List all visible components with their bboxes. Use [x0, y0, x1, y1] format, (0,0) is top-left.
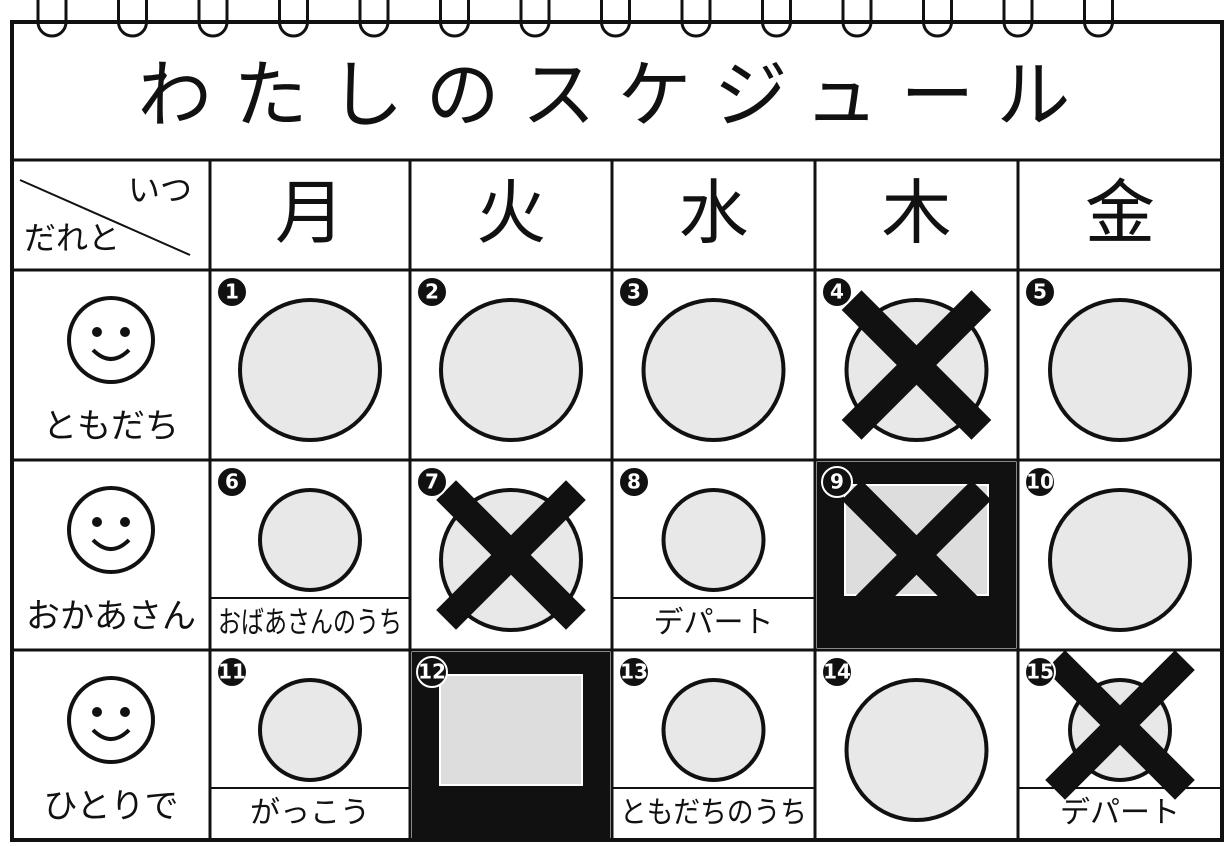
- picture-circle: [1048, 298, 1192, 442]
- ring: [1002, 0, 1034, 38]
- cross-mark: [841, 480, 992, 630]
- corner-when: いつ: [128, 171, 192, 209]
- day-label: 水: [679, 172, 749, 254]
- picture-circle: [641, 298, 786, 442]
- picture-circle: [661, 678, 766, 782]
- row-who: おかあさん: [26, 597, 196, 637]
- number-badge: [216, 656, 248, 688]
- number-badge: [1024, 466, 1056, 498]
- ring: [922, 0, 953, 38]
- cell-number: 3: [627, 280, 641, 304]
- person-eye: [92, 517, 102, 527]
- number-badge: [618, 466, 650, 498]
- ring: [1083, 0, 1114, 38]
- cell-number: 12: [418, 660, 446, 684]
- picture-circle: [661, 488, 766, 592]
- person-icon: [67, 296, 155, 384]
- picture-circle: [439, 298, 583, 442]
- picture-circle: [844, 678, 989, 822]
- person-eye: [92, 327, 102, 337]
- number-badge: [416, 276, 448, 308]
- picture-circle: [258, 678, 362, 782]
- cell-caption: おばあさんのうち: [218, 606, 402, 641]
- cross-mark: [436, 480, 586, 630]
- picture-circle: [1048, 488, 1192, 632]
- cell-number: 1: [225, 280, 239, 304]
- row-who: ともだち: [43, 407, 179, 447]
- day-label: 金: [1085, 172, 1155, 254]
- person-eye: [120, 707, 130, 717]
- ring: [278, 0, 309, 38]
- ring: [36, 0, 68, 38]
- ring: [841, 0, 873, 38]
- person-eye: [120, 327, 130, 337]
- number-badge: [1024, 276, 1056, 308]
- stage: [439, 674, 583, 786]
- cell-number: 14: [823, 660, 851, 684]
- cell-number: 6: [225, 470, 239, 494]
- cell-number: 15: [1026, 660, 1054, 684]
- number-badge: [618, 656, 650, 688]
- day-label: 火: [476, 172, 546, 254]
- ring: [519, 0, 551, 38]
- number-badge: [821, 466, 853, 498]
- row-who: ひとりで: [44, 787, 179, 827]
- cross-mark: [841, 290, 992, 440]
- picture-circle: [258, 488, 362, 592]
- cell-number: 2: [425, 280, 439, 304]
- cell-caption: デパート: [654, 606, 774, 641]
- ring: [358, 0, 390, 38]
- cross-mark: [1045, 650, 1195, 800]
- number-badge: [618, 276, 650, 308]
- ring: [680, 0, 712, 38]
- person-icon: [67, 486, 155, 574]
- number-badge: [1024, 656, 1056, 688]
- person-smile: [91, 538, 131, 551]
- person-icon: [67, 676, 155, 764]
- ring: [117, 0, 148, 38]
- ring: [761, 0, 792, 38]
- person-smile: [91, 728, 131, 741]
- number-badge: [821, 656, 853, 688]
- number-badge: [216, 466, 248, 498]
- sheet-title: わたしのスケジュール: [138, 53, 1093, 139]
- cell-number: 11: [218, 660, 246, 684]
- cell-number: 13: [620, 660, 648, 684]
- corner-who: だれと: [24, 219, 120, 257]
- ring: [439, 0, 470, 38]
- ring: [197, 0, 229, 38]
- cell-number: 10: [1026, 470, 1054, 494]
- cell-number: 7: [425, 470, 439, 494]
- corner-diagonal: [19, 179, 191, 256]
- cell-caption: ともだちのうち: [620, 796, 807, 831]
- number-badge: [216, 276, 248, 308]
- cell-caption: デパート: [1060, 796, 1180, 831]
- sheet-border: [10, 20, 1224, 842]
- person-eye: [120, 517, 130, 527]
- ring: [600, 0, 631, 38]
- cell-number: 9: [830, 470, 844, 494]
- number-badge: [416, 656, 448, 688]
- day-label: 月: [275, 172, 345, 254]
- cell-number: 5: [1033, 280, 1047, 304]
- picture-circle: [238, 298, 382, 442]
- cell-number: 8: [627, 470, 641, 494]
- number-badge: [821, 276, 853, 308]
- day-label: 木: [882, 172, 952, 254]
- person-eye: [92, 707, 102, 717]
- person-smile: [91, 348, 131, 361]
- number-badge: [416, 466, 448, 498]
- cell-caption: がっこう: [250, 796, 370, 831]
- cell-number: 4: [830, 280, 844, 304]
